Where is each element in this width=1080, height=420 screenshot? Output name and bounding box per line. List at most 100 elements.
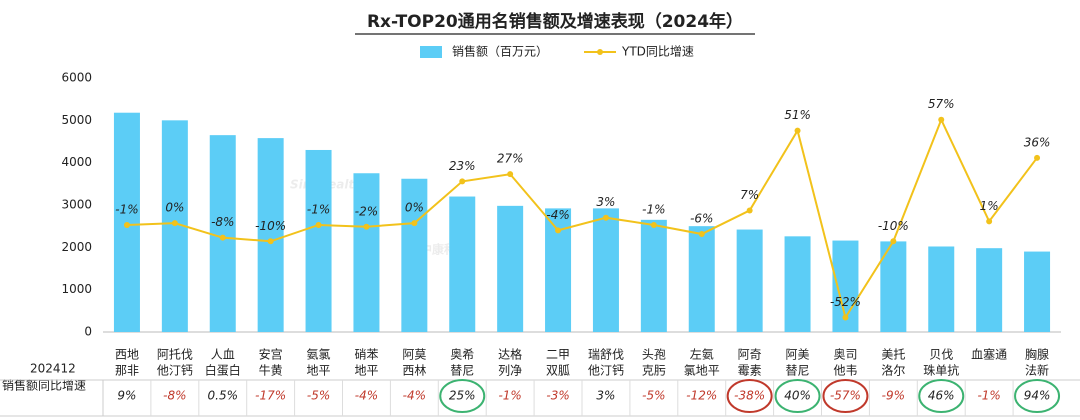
bar: [784, 236, 811, 332]
x-tick-label: 珠单抗: [923, 363, 959, 378]
table-cell: -5%: [307, 389, 330, 403]
table-cell: -9%: [882, 389, 905, 403]
bar: [209, 135, 236, 332]
line: [126, 117, 1038, 320]
x-tick-label: 白蛋白: [205, 363, 241, 378]
x-tick-label: 牛黄: [259, 363, 283, 378]
line-marker: [938, 116, 945, 123]
data-label: -52%: [830, 295, 861, 309]
y-tick-label: 6000: [61, 71, 92, 85]
legend-swatch: [420, 46, 442, 58]
data-label: -2%: [355, 204, 378, 218]
x-tick-label: 他韦: [833, 364, 857, 378]
x-tick-label: 二甲: [546, 348, 570, 362]
line-marker: [507, 171, 514, 178]
x-tick-label: 胸腺: [1025, 347, 1049, 362]
x-tick-label: 替尼: [450, 364, 474, 378]
bar: [928, 246, 955, 332]
data-label: -6%: [690, 212, 713, 226]
x-tick-label: 那非: [115, 364, 139, 378]
bar: [401, 178, 428, 332]
line-marker: [746, 207, 753, 214]
row-label: 202412: [30, 362, 76, 376]
line-marker: [123, 221, 130, 228]
x-tick-label: 阿美: [786, 348, 810, 362]
x-tick-label: 替尼: [786, 364, 810, 378]
data-label: 57%: [928, 97, 955, 111]
line-marker: [602, 214, 609, 221]
table-cell: 94%: [1024, 389, 1051, 403]
bar: [545, 208, 572, 332]
line-marker: [650, 221, 657, 228]
bar: [976, 248, 1003, 332]
y-tick-label: 3000: [61, 198, 92, 212]
line-marker: [890, 238, 897, 245]
line-marker: [171, 220, 178, 227]
y-tick-label: 1000: [61, 282, 92, 296]
data-label: 23%: [449, 159, 476, 173]
x-tick-label: 阿莫: [402, 348, 426, 362]
x-tick-label: 地平: [354, 364, 378, 378]
table-cell: 3%: [596, 389, 615, 403]
table-cell: -1%: [498, 389, 521, 403]
x-tick-label: 阿奇: [738, 348, 762, 362]
line-marker: [459, 178, 466, 185]
x-tick-label: 氨氯: [307, 348, 331, 362]
line-marker: [698, 231, 705, 238]
bar: [640, 219, 667, 332]
data-label: -8%: [211, 215, 234, 229]
x-tick-label: 他汀钙: [157, 364, 193, 378]
x-tick-label: 奥司: [833, 348, 857, 362]
x-tick-label: 左氨: [690, 347, 714, 362]
table-cell: -4%: [355, 389, 378, 403]
legend-swatch: [597, 49, 603, 55]
data-label: -4%: [546, 208, 569, 222]
y-tick-label: 0: [84, 325, 92, 339]
table-cell: -8%: [163, 389, 186, 403]
line-marker: [411, 220, 418, 227]
x-tick-label: 达格: [498, 347, 522, 362]
y-tick-label: 2000: [61, 240, 92, 254]
table-cell: -38%: [734, 389, 765, 403]
highlight-circle: [439, 379, 486, 413]
data-label: 51%: [784, 108, 811, 122]
x-tick-label: 硝苯: [354, 348, 378, 362]
table-cell: -3%: [546, 389, 569, 403]
bar: [497, 205, 524, 332]
x-tick-label: 奥希: [450, 347, 474, 362]
x-tick-label: 安宫: [259, 347, 283, 362]
table-cell: 25%: [449, 389, 476, 403]
x-tick-label: 瑞舒伐: [588, 348, 624, 362]
table-cell: 9%: [117, 389, 136, 403]
x-tick-label: 地平: [307, 364, 331, 378]
highlight-circle: [726, 379, 773, 413]
highlight-circle: [822, 379, 869, 413]
data-label: -10%: [255, 219, 286, 233]
bar: [353, 173, 380, 332]
x-tick-label: 美托: [881, 348, 905, 362]
bar: [592, 208, 619, 332]
line-marker: [555, 227, 562, 234]
line-marker: [986, 218, 993, 225]
table-cell: 0.5%: [208, 389, 239, 403]
data-label: 27%: [497, 152, 524, 166]
x-tick-label: 法新: [1025, 363, 1049, 378]
highlight-circle: [1014, 379, 1061, 413]
line-marker: [267, 238, 274, 245]
row-label: 销售额同比增速: [2, 378, 86, 393]
y-tick-label: 4000: [61, 155, 92, 169]
x-tick-label: 人血: [211, 348, 235, 362]
x-tick-label: 洛尔: [881, 363, 905, 378]
table-cell: -1%: [977, 389, 1000, 403]
bar: [688, 226, 715, 332]
highlight-circle: [774, 379, 821, 413]
line-marker: [363, 223, 370, 230]
bar: [305, 149, 332, 332]
x-tick-label: 贝伐: [929, 348, 953, 362]
data-label: -10%: [878, 219, 909, 233]
data-label: 7%: [740, 188, 759, 202]
table-cell: -5%: [642, 389, 665, 403]
data-label: 1%: [980, 199, 999, 213]
y-tick-label: 5000: [61, 113, 92, 127]
